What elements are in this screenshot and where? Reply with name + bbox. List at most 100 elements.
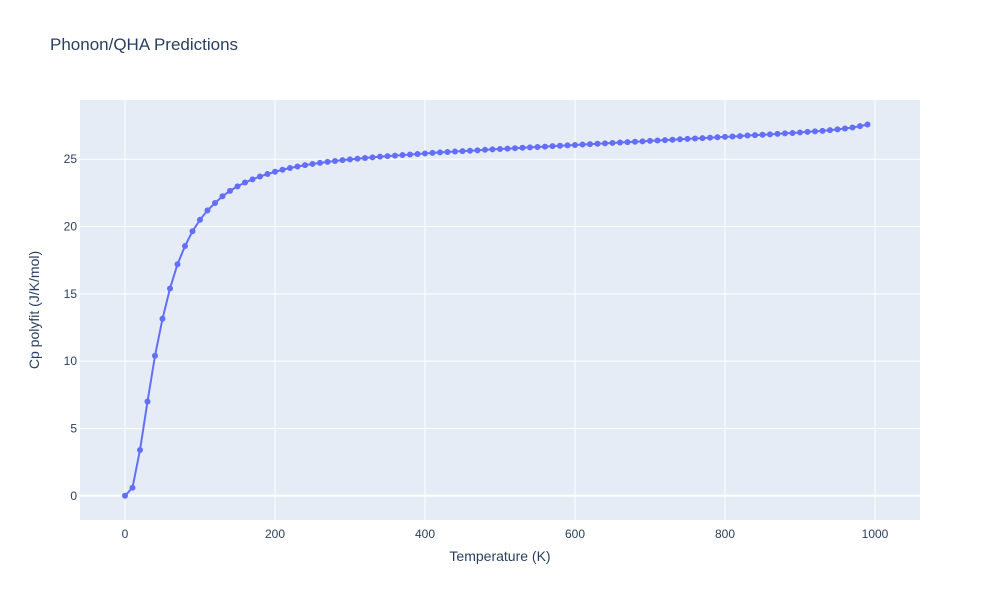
y-axis-label: Cp polyfit (J/K/mol) [26,251,42,369]
data-point [339,157,346,164]
data-point [752,132,758,139]
data-point [422,150,428,157]
data-point [849,124,856,131]
data-point [729,133,736,140]
series-line [124,123,868,497]
data-point [377,153,383,160]
data-point [579,141,586,148]
data-point [767,131,773,138]
y-tick-label: 20 [64,220,78,234]
x-tick-label: 200 [265,527,285,541]
data-point [144,398,151,405]
data-point [167,285,173,292]
data-point [722,133,728,140]
data-point [744,132,751,139]
y-tick-label: 25 [64,152,78,166]
data-point [407,151,413,158]
data-point [152,352,158,359]
data-point [504,145,511,152]
data-point [617,139,623,146]
x-axis-label: Temperature (K) [449,548,550,564]
data-point [249,176,256,183]
data-point [594,140,601,147]
data-point [437,149,443,156]
y-gridlines [80,158,920,497]
data-point [677,136,683,143]
data-point [294,163,301,170]
data-point [369,154,376,161]
x-tick-labels: 0 200 400 600 800 1000 [122,527,889,541]
data-point [707,134,713,141]
data-point [227,187,233,194]
data-point [699,135,706,142]
data-point [737,133,743,140]
data-point [332,157,338,164]
data-point [624,139,631,146]
data-point [414,150,421,157]
x-tick-label: 600 [565,527,585,541]
data-point [864,121,871,128]
data-point [647,137,653,144]
data-point [557,142,563,149]
data-point [159,315,166,322]
x-tick-label: 400 [415,527,435,541]
data-point [347,156,353,163]
data-point [564,142,571,149]
data-point [639,138,646,145]
data-point [684,135,691,142]
data-point [174,261,181,268]
data-point [429,149,436,156]
data-point [602,140,608,147]
y-tick-labels: 0 5 10 15 20 25 [64,152,78,503]
y-tick-label: 10 [64,354,78,368]
data-point [572,141,578,148]
plot-background [80,100,920,520]
data-point [527,144,533,151]
data-point [399,152,406,159]
chart-title: Phonon/QHA Predictions [50,35,238,54]
data-point [632,138,638,145]
data-point [519,144,526,151]
data-point [774,130,781,137]
data-point [234,183,241,190]
x-tick-label: 0 [122,527,129,541]
data-point [362,155,368,162]
data-point [489,146,496,153]
data-point [189,228,196,235]
data-point [384,153,391,160]
x-tick-label: 1000 [862,527,889,541]
data-point [219,193,226,200]
data-point [857,123,863,130]
data-point [317,159,323,166]
data-point [182,243,188,250]
data-point [482,146,488,153]
data-point [287,164,293,171]
data-point [714,134,721,141]
data-point [834,126,841,133]
data-point [129,484,136,491]
x-tick-label: 800 [715,527,735,541]
data-point [204,207,211,214]
data-point [452,148,458,155]
data-point [272,168,278,175]
data-point [197,216,203,223]
data-point [497,146,503,152]
data-point [797,129,803,136]
data-point [122,492,128,499]
data-point [759,131,766,138]
data-point [392,152,398,159]
data-point [264,171,271,178]
data-point [467,147,473,154]
data-point [279,166,286,173]
data-point [812,128,818,135]
data-point [789,129,796,136]
y-tick-label: 5 [70,421,77,435]
data-point [609,139,616,146]
data-point [827,127,833,134]
data-point [692,135,698,142]
data-point [819,127,826,134]
data-point [662,137,668,144]
data-point [654,137,661,144]
data-point [782,130,788,137]
data-point [587,141,593,148]
